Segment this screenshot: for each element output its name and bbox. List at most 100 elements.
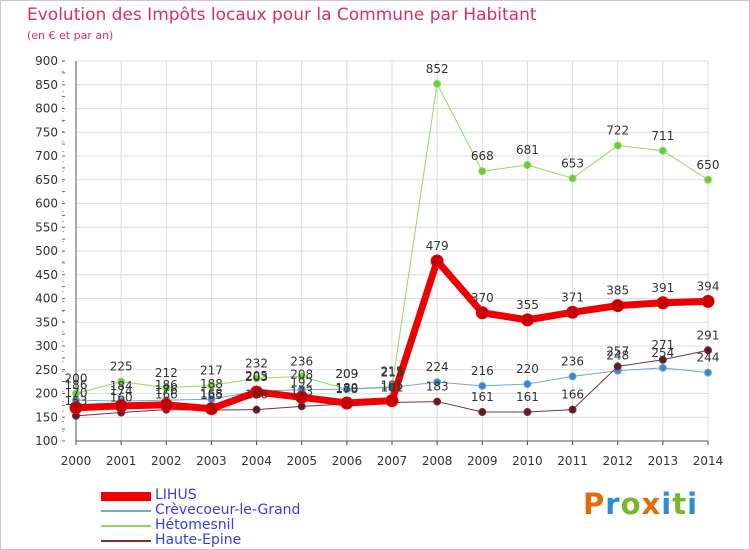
legend-label-haute-epine: Haute-Epine — [155, 532, 242, 548]
grid-lines — [75, 60, 709, 442]
x-tick-label: 2005 — [286, 454, 317, 468]
data-label: 370 — [471, 291, 494, 305]
data-label: 681 — [516, 143, 539, 157]
data-point-lihus — [656, 296, 670, 310]
data-point-haute-epine — [433, 397, 442, 406]
y-tick-label: 500 — [35, 244, 58, 258]
data-label: 205 — [245, 369, 268, 383]
y-tick-label: 400 — [35, 292, 58, 306]
y-tick-label: 600 — [35, 197, 58, 211]
data-label: 188 — [200, 377, 223, 391]
data-point-crevecoeur-le-grand — [433, 378, 442, 387]
logo-letter: o — [620, 487, 642, 521]
data-label: 225 — [110, 360, 133, 374]
data-label: 355 — [516, 298, 539, 312]
data-point-lihus — [385, 394, 399, 408]
data-point-lihus — [340, 396, 354, 410]
data-label: 176 — [155, 383, 178, 397]
y-tick-label: 650 — [35, 173, 58, 187]
data-label: 385 — [606, 284, 629, 298]
data-label: 371 — [561, 290, 584, 304]
x-tick-label: 2002 — [151, 454, 182, 468]
data-point-hetomesnil — [297, 372, 306, 381]
data-label: 184 — [110, 379, 133, 393]
data-label: 160 — [110, 391, 133, 405]
data-point-hetomesnil — [433, 79, 442, 88]
data-point-hetomesnil — [523, 161, 532, 170]
legend-swatch-crevecoeur — [101, 510, 151, 512]
y-tick-label: 200 — [35, 387, 58, 401]
data-point-hetomesnil — [704, 175, 712, 184]
data-label: 168 — [200, 387, 223, 401]
x-tick-label: 2006 — [332, 454, 363, 468]
data-label: 208 — [290, 368, 313, 382]
data-point-lihus — [69, 401, 83, 415]
data-label: 203 — [245, 370, 268, 384]
legend-swatch-hetomesnil — [101, 525, 151, 527]
data-label: 254 — [651, 346, 674, 360]
data-label: 291 — [697, 328, 720, 342]
data-label: 224 — [426, 360, 449, 374]
data-label: 212 — [155, 366, 178, 380]
data-label: 479 — [426, 239, 449, 253]
data-label: 213 — [381, 365, 404, 379]
data-label: 668 — [471, 149, 494, 163]
data-label: 180 — [335, 381, 358, 395]
y-tick-label: 350 — [35, 315, 58, 329]
data-point-lihus — [204, 402, 218, 416]
x-tick-label: 2014 — [693, 454, 724, 468]
x-tick-label: 2001 — [106, 454, 137, 468]
data-label: 166 — [155, 388, 178, 402]
data-label: 200 — [65, 372, 88, 386]
data-label: 852 — [426, 62, 449, 76]
data-label: 220 — [516, 362, 539, 376]
data-label: 161 — [471, 390, 494, 404]
data-label: 257 — [606, 344, 629, 358]
x-tick-label: 2004 — [241, 454, 272, 468]
data-point-haute-epine — [613, 362, 622, 371]
data-label: 209 — [335, 367, 358, 381]
data-point-haute-epine — [658, 355, 667, 364]
x-tick-label: 2010 — [512, 454, 543, 468]
y-tick-label: 550 — [35, 220, 58, 234]
y-tick-label: 850 — [35, 78, 58, 92]
y-tick-label: 250 — [35, 363, 58, 377]
logo-letter: i — [687, 487, 699, 521]
data-label: 165 — [200, 388, 223, 402]
data-point-haute-epine — [704, 346, 712, 355]
data-label: 178 — [335, 382, 358, 396]
x-tick-label: 2013 — [648, 454, 679, 468]
data-label: 181 — [381, 381, 404, 395]
data-point-hetomesnil — [162, 383, 171, 392]
value-labels: 200 225 212 217 232 236 209 215 852 668 681 653 722 7… — [65, 62, 720, 408]
data-point-lihus — [295, 390, 309, 404]
y-tick-label: 300 — [35, 339, 58, 353]
data-point-lihus — [250, 385, 264, 399]
proxiti-logo[interactable]: Proxiti — [583, 487, 698, 521]
data-label: 217 — [200, 363, 223, 377]
data-point-crevecoeur-le-grand — [342, 385, 351, 394]
logo-letter: P — [583, 487, 606, 521]
series-lines — [69, 79, 715, 420]
data-point-hetomesnil — [207, 381, 216, 390]
data-point-hetomesnil — [117, 377, 126, 386]
legend-swatch-lihus — [101, 491, 151, 501]
data-point-hetomesnil — [613, 141, 622, 150]
data-point-lihus — [159, 398, 173, 412]
x-tick-label: 2009 — [467, 454, 498, 468]
y-tick-label: 800 — [35, 102, 58, 116]
y-tick-label: 700 — [35, 149, 58, 163]
x-tick-label: 2008 — [422, 454, 453, 468]
data-point-haute-epine — [568, 405, 577, 414]
data-point-crevecoeur-le-grand — [704, 368, 712, 377]
data-label: 153 — [65, 394, 88, 408]
logo-letter: t — [672, 487, 688, 521]
data-label: 722 — [606, 124, 629, 138]
x-tick-label: 2003 — [196, 454, 227, 468]
logo-letter: i — [661, 487, 673, 521]
data-label: 244 — [697, 351, 720, 365]
data-point-hetomesnil — [252, 374, 261, 383]
data-label: 711 — [651, 129, 674, 143]
